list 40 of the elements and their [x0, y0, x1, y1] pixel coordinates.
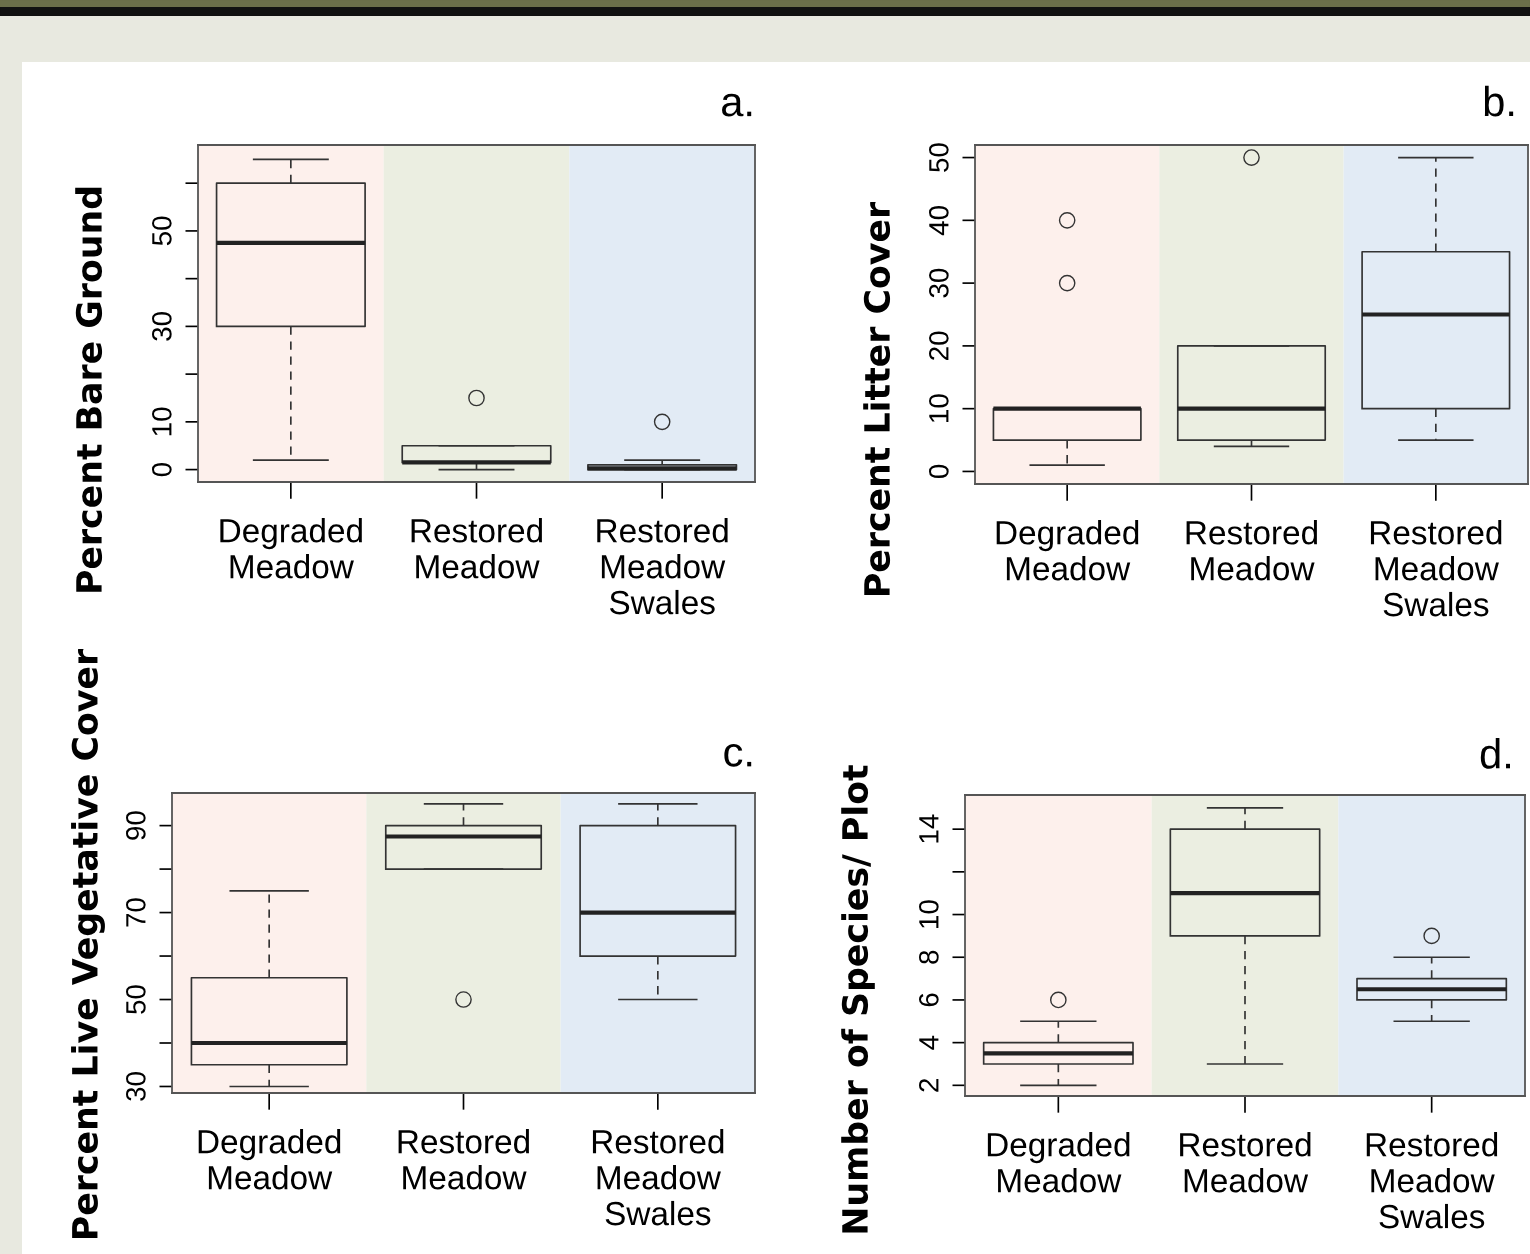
x-tick-label: Restored Meadow Swales — [592, 1129, 724, 1226]
y-tick-label: 10 — [919, 900, 939, 928]
x-tick-label: Restored Meadow Swales — [1366, 1132, 1498, 1229]
x-tick-label: Restored Meadow Swales — [597, 518, 728, 615]
x-tick-label: Degraded Meadow — [220, 518, 362, 579]
y-tick-label: 30 — [152, 312, 172, 341]
y-tick-label: 10 — [929, 394, 949, 422]
text: b. — [1484, 85, 1514, 117]
y-tick-label: 30 — [126, 1072, 146, 1101]
y-tick-label: 10 — [152, 407, 172, 436]
x-tick-label: Restored Meadow Swales — [1370, 520, 1502, 617]
y-tick-label: 6 — [919, 993, 939, 1007]
y-tick-label: 0 — [152, 462, 172, 477]
y-tick-label: 0 — [929, 464, 949, 479]
x-tick-label: Degraded Meadow — [198, 1129, 341, 1190]
y-tick-label: 50 — [152, 216, 172, 246]
y-tick-label: 20 — [929, 331, 949, 360]
y-tick-label: 2 — [919, 1079, 939, 1092]
text: d. — [1480, 738, 1510, 769]
y-tick-label: 8 — [919, 950, 939, 964]
y-axis-title: Number of Species/ Plot — [841, 765, 875, 1233]
x-tick-label: Restored Meadow — [398, 1129, 529, 1190]
y-axis-title: Percent Bare Ground — [75, 187, 103, 592]
x-tick-label: Restored Meadow — [1186, 520, 1317, 581]
y-tick-label: 50 — [929, 143, 949, 172]
x-tick-label: Degraded Meadow — [996, 520, 1139, 581]
text: c. — [724, 743, 752, 767]
y-axis-title: Percent Live Vegetative Cover — [71, 648, 105, 1238]
y-tick-label: 30 — [929, 268, 949, 298]
text: a. — [722, 93, 752, 117]
x-tick-label: Restored Meadow — [411, 518, 542, 579]
y-tick-label: 70 — [126, 898, 146, 927]
y-tick-label: 50 — [126, 985, 146, 1014]
x-tick-label: Degraded Meadow — [987, 1132, 1130, 1193]
y-tick-label: 40 — [929, 205, 949, 236]
y-axis-title: Percent Litter Cover — [863, 201, 891, 595]
y-tick-label: 90 — [126, 811, 146, 840]
x-tick-label: Restored Meadow — [1180, 1132, 1311, 1193]
y-tick-label: 14 — [919, 814, 939, 843]
y-tick-label: 4 — [919, 1035, 939, 1050]
